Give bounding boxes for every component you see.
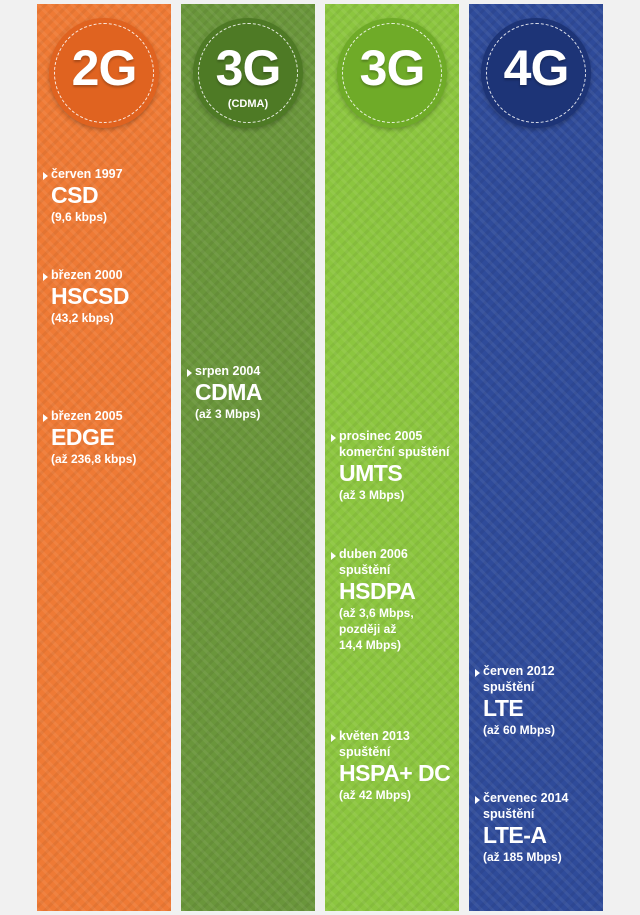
bullet-arrow-icon: [43, 172, 48, 180]
entry-date: prosinec 2005: [339, 429, 423, 443]
entry-date: červen 1997: [51, 167, 123, 181]
entry-name: EDGE: [51, 424, 115, 450]
bullet-arrow-icon: [475, 796, 480, 804]
generation-label: 4G: [503, 40, 570, 96]
entry-name: HSPA+ DC: [339, 760, 451, 786]
entry-date: červenec 2014: [483, 791, 569, 805]
generation-label: 2G: [71, 40, 138, 96]
column-4g: 4G červen 2012 spuštění LTE (až 60 Mbps)…: [469, 4, 603, 911]
entry-speed: (až 3 Mbps): [195, 407, 261, 421]
entry-lte-a: červenec 2014 spuštění LTE-A (až 185 Mbp…: [475, 790, 601, 865]
entry-name: CDMA: [195, 379, 263, 405]
entry-speed: (až 60 Mbps): [483, 723, 556, 737]
entry-name: LTE: [483, 695, 524, 721]
entry-date: červen 2012: [483, 664, 555, 678]
bullet-arrow-icon: [331, 734, 336, 742]
entry-hscsd: březen 2000 HSCSD (43,2 kbps): [43, 267, 169, 326]
bullet-arrow-icon: [43, 414, 48, 422]
entry-speed-2: později až: [339, 622, 397, 636]
entry-speed: (až 42 Mbps): [339, 788, 412, 802]
generation-sublabel: (CDMA): [227, 98, 269, 110]
column-2g: 2G červen 1997 CSD (9,6 kbps) březen 200…: [37, 4, 171, 911]
column-3g-cdma: 3G (CDMA) srpen 2004 CDMA (až 3 Mbps): [181, 4, 315, 911]
generation-label: 3G: [215, 40, 282, 96]
entry-name: UMTS: [339, 460, 403, 486]
entry-speed: (až 3,6 Mbps,: [339, 606, 414, 620]
entry-speed: (až 3 Mbps): [339, 488, 405, 502]
entry-date: srpen 2004: [195, 364, 261, 378]
entry-date: květen 2013: [339, 729, 410, 743]
badge-3g: 3G: [337, 18, 447, 128]
entry-note: spuštění: [339, 563, 391, 577]
badge-2g: 2G: [49, 18, 159, 128]
bullet-arrow-icon: [187, 369, 192, 377]
badge-3g-cdma: 3G (CDMA): [193, 18, 303, 128]
entry-lte: červen 2012 spuštění LTE (až 60 Mbps): [475, 663, 601, 738]
entry-hspa-dc: květen 2013 spuštění HSPA+ DC (až 42 Mbp…: [331, 728, 457, 803]
entry-note: spuštění: [483, 807, 535, 821]
entry-edge: březen 2005 EDGE (až 236,8 kbps): [43, 408, 169, 467]
entry-speed: (43,2 kbps): [51, 311, 114, 325]
entry-note: komerční spuštění: [339, 445, 450, 459]
entry-name: CSD: [51, 182, 99, 208]
entry-speed: (9,6 kbps): [51, 210, 108, 224]
generation-label: 3G: [359, 40, 426, 96]
bullet-arrow-icon: [475, 669, 480, 677]
entry-umts: prosinec 2005 komerční spuštění UMTS (až…: [331, 428, 457, 503]
column-3g: 3G prosinec 2005 komerční spuštění UMTS …: [325, 4, 459, 911]
entry-speed-3: 14,4 Mbps): [339, 638, 402, 652]
entry-name: HSDPA: [339, 578, 416, 604]
entry-date: březen 2000: [51, 268, 123, 282]
badge-4g: 4G: [481, 18, 591, 128]
entry-date: duben 2006: [339, 547, 408, 561]
entry-note: spuštění: [483, 680, 535, 694]
entry-cdma: srpen 2004 CDMA (až 3 Mbps): [187, 363, 313, 422]
bullet-arrow-icon: [331, 434, 336, 442]
entry-hsdpa: duben 2006 spuštění HSDPA (až 3,6 Mbps, …: [331, 546, 457, 653]
entry-name: HSCSD: [51, 283, 130, 309]
entry-date: březen 2005: [51, 409, 123, 423]
entry-speed: (až 236,8 kbps): [51, 452, 137, 466]
entry-speed: (až 185 Mbps): [483, 850, 562, 864]
bullet-arrow-icon: [43, 273, 48, 281]
entry-note: spuštění: [339, 745, 391, 759]
entry-csd: červen 1997 CSD (9,6 kbps): [43, 166, 169, 225]
bullet-arrow-icon: [331, 552, 336, 560]
entry-name: LTE-A: [483, 822, 547, 848]
